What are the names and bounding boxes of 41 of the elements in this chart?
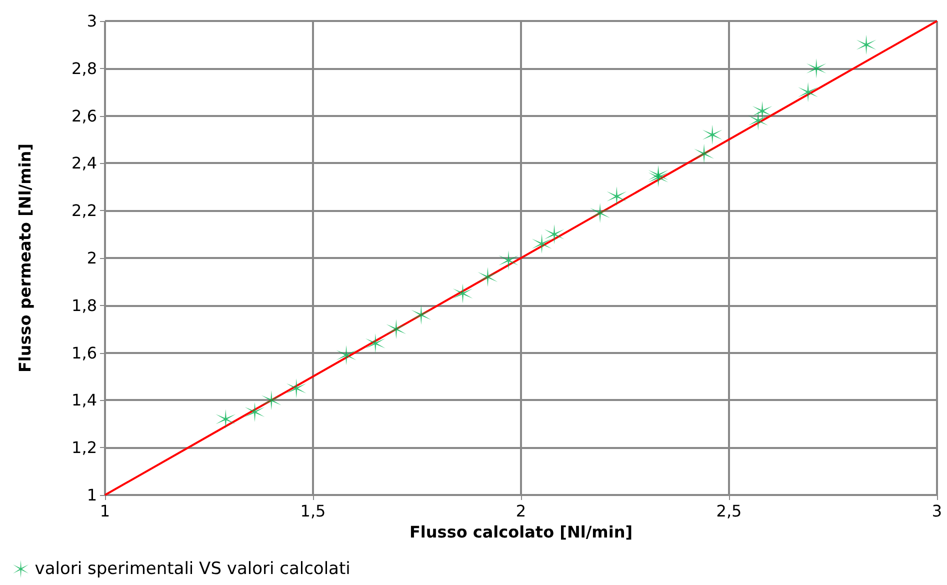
y-tick-label: 2 bbox=[86, 248, 97, 268]
point bbox=[532, 234, 552, 254]
x-tick-label: 3 bbox=[932, 502, 942, 520]
point bbox=[286, 378, 306, 398]
point bbox=[365, 333, 386, 354]
point bbox=[856, 34, 876, 55]
point bbox=[806, 58, 826, 78]
point bbox=[498, 250, 519, 270]
point bbox=[452, 284, 473, 304]
point bbox=[386, 319, 406, 340]
point bbox=[261, 390, 282, 410]
y-tick-label: 1,2 bbox=[72, 438, 97, 458]
y-axis-title: Flusso permeato [Nl/min] bbox=[16, 143, 34, 373]
legend-label: valori sperimentali VS valori calcolati bbox=[34, 559, 350, 579]
y-tick-label: 2,2 bbox=[72, 201, 97, 220]
point bbox=[336, 345, 356, 366]
point bbox=[702, 124, 722, 145]
x-tick-label: 2 bbox=[516, 502, 526, 520]
point bbox=[752, 101, 772, 122]
x-tick-label: 2,5 bbox=[716, 502, 742, 520]
y-tick-label: 3 bbox=[86, 12, 97, 30]
x-axis-title: Flusso calcolato [Nl/min] bbox=[409, 522, 633, 542]
point bbox=[216, 409, 236, 430]
y-tick-label: 1,4 bbox=[72, 390, 97, 410]
x-tick-label: 1,5 bbox=[300, 502, 326, 520]
point bbox=[244, 402, 265, 422]
point bbox=[478, 266, 498, 287]
y-tick-label: 1,8 bbox=[72, 296, 97, 315]
point bbox=[411, 304, 432, 325]
x-tick-label: 1 bbox=[100, 502, 110, 520]
y-tick-label: 2,6 bbox=[72, 106, 97, 126]
y-tick-label: 1 bbox=[86, 486, 97, 504]
point bbox=[798, 82, 818, 102]
y-tick-label: 2,8 bbox=[72, 58, 97, 78]
y-tick-label: 2,4 bbox=[72, 154, 97, 173]
point bbox=[694, 144, 714, 164]
point bbox=[544, 224, 564, 244]
y-tick-label: 1,6 bbox=[72, 343, 97, 362]
point bbox=[606, 186, 627, 206]
point bbox=[590, 202, 610, 223]
point bbox=[748, 110, 768, 131]
